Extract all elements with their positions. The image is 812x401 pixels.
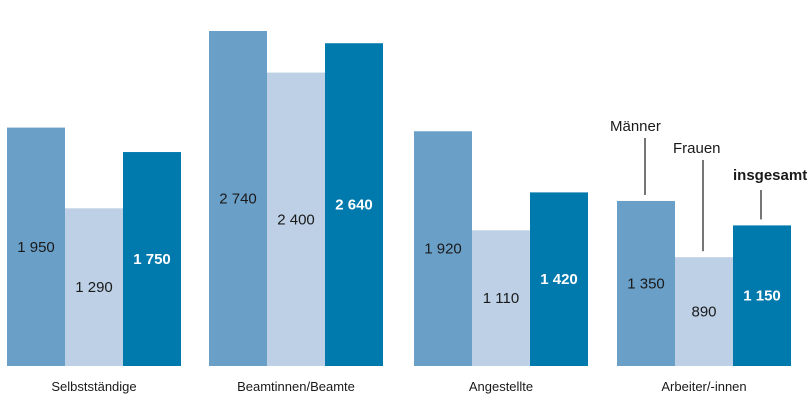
value-label-arbeiter-innen-frauen: 890 (691, 304, 716, 321)
category-label-beamtinnen-beamte: Beamtinnen/Beamte (237, 379, 355, 394)
bar-arbeiter-innen-frauen (675, 257, 733, 366)
legend-label-insgesamt: insgesamt (733, 167, 807, 184)
bar-arbeiter-innen-m-nner (617, 200, 675, 366)
legend-annotations: Männer Frauen insgesamt (610, 118, 807, 252)
value-label-beamtinnen-beamte-insgesamt: 2 640 (335, 197, 373, 214)
value-label-selbstst-ndige-insgesamt: 1 750 (133, 251, 171, 268)
category-label-angestellte: Angestellte (469, 379, 533, 394)
bar-beamtinnen-beamte-frauen (267, 72, 325, 366)
bar-arbeiter-innen-insgesamt (733, 225, 791, 366)
value-label-beamtinnen-beamte-m-nner: 2 740 (219, 191, 257, 208)
value-label-selbstst-ndige-frauen: 1 290 (75, 279, 113, 296)
value-label-arbeiter-innen-insgesamt: 1 150 (743, 288, 781, 305)
value-label-angestellte-m-nner: 1 920 (424, 241, 462, 258)
category-labels-layer: Selbstständige Beamtinnen/Beamte Angestell… (51, 379, 746, 394)
value-label-selbstst-ndige-m-nner: 1 950 (17, 239, 55, 256)
category-label-selbstst-ndige: Selbstständige (51, 379, 136, 394)
value-labels-layer: 1 950 1 290 1 750 2 740 2 400 2 640 1 920 1 110… (17, 191, 781, 321)
value-label-angestellte-insgesamt: 1 420 (540, 271, 578, 288)
value-label-angestellte-frauen: 1 110 (483, 290, 519, 307)
legend-label-m-nner: Männer (610, 118, 661, 135)
bar-beamtinnen-beamte-m-nner (209, 31, 267, 367)
bar-selbstst-ndige-insgesamt (123, 152, 181, 366)
bar-angestellte-m-nner (414, 131, 472, 366)
legend-label-frauen: Frauen (673, 140, 721, 157)
value-label-beamtinnen-beamte-frauen: 2 400 (277, 211, 315, 228)
bar-selbstst-ndige-m-nner (7, 127, 65, 366)
value-label-arbeiter-innen-m-nner: 1 350 (627, 275, 665, 292)
bar-angestellte-frauen (472, 230, 530, 366)
bar-selbstst-ndige-frauen (65, 208, 123, 366)
bar-beamtinnen-beamte-insgesamt (325, 43, 383, 366)
category-label-arbeiter-innen: Arbeiter/-innen (661, 379, 746, 394)
bar-angestellte-insgesamt (530, 192, 588, 366)
bars-layer (7, 31, 791, 367)
